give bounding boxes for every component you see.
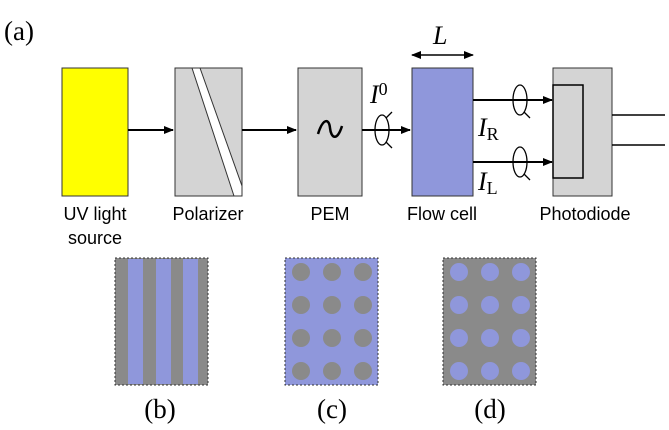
component-label: Photodiode bbox=[539, 204, 630, 224]
dot bbox=[512, 362, 530, 380]
component-label: source bbox=[68, 228, 122, 248]
component-label: Polarizer bbox=[172, 204, 243, 224]
dot bbox=[354, 329, 372, 347]
stripe bbox=[156, 259, 171, 384]
dot bbox=[354, 296, 372, 314]
dot bbox=[481, 263, 499, 281]
dot bbox=[481, 296, 499, 314]
flow-cell bbox=[412, 68, 473, 196]
dot bbox=[354, 362, 372, 380]
subscript: L bbox=[487, 178, 498, 198]
dot bbox=[481, 362, 499, 380]
rotation-tip bbox=[524, 112, 530, 180]
uv-source bbox=[62, 68, 128, 196]
dot bbox=[450, 362, 468, 380]
dot bbox=[292, 296, 310, 314]
component-label: UV light bbox=[63, 204, 126, 224]
intensity-label: IL bbox=[477, 167, 498, 198]
dot bbox=[323, 263, 341, 281]
dot bbox=[512, 329, 530, 347]
dot bbox=[323, 362, 341, 380]
dot bbox=[323, 329, 341, 347]
stripe bbox=[128, 259, 143, 384]
intensity-label: I0 bbox=[369, 79, 388, 109]
dot bbox=[292, 329, 310, 347]
length-label: L bbox=[432, 21, 447, 50]
panel-label: (d) bbox=[474, 394, 505, 424]
dot bbox=[481, 329, 499, 347]
intensity-label: IR bbox=[477, 113, 499, 144]
pattern-b bbox=[115, 258, 208, 385]
dot bbox=[450, 329, 468, 347]
panel-label: (b) bbox=[144, 394, 175, 424]
panel-label: (a) bbox=[4, 16, 34, 46]
dot bbox=[450, 263, 468, 281]
subscript: R bbox=[487, 124, 499, 144]
dot bbox=[354, 263, 372, 281]
panel-label: (c) bbox=[317, 394, 347, 424]
dot bbox=[512, 296, 530, 314]
subscript: 0 bbox=[379, 79, 388, 99]
diagram: (a) I0 L IR IL UV light source Polarizer… bbox=[0, 0, 669, 430]
dot bbox=[292, 263, 310, 281]
dot bbox=[292, 362, 310, 380]
stripe bbox=[183, 259, 198, 384]
component-label: PEM bbox=[310, 204, 349, 224]
dot bbox=[323, 296, 341, 314]
component-label: Flow cell bbox=[407, 204, 477, 224]
dot bbox=[512, 263, 530, 281]
dot bbox=[450, 296, 468, 314]
